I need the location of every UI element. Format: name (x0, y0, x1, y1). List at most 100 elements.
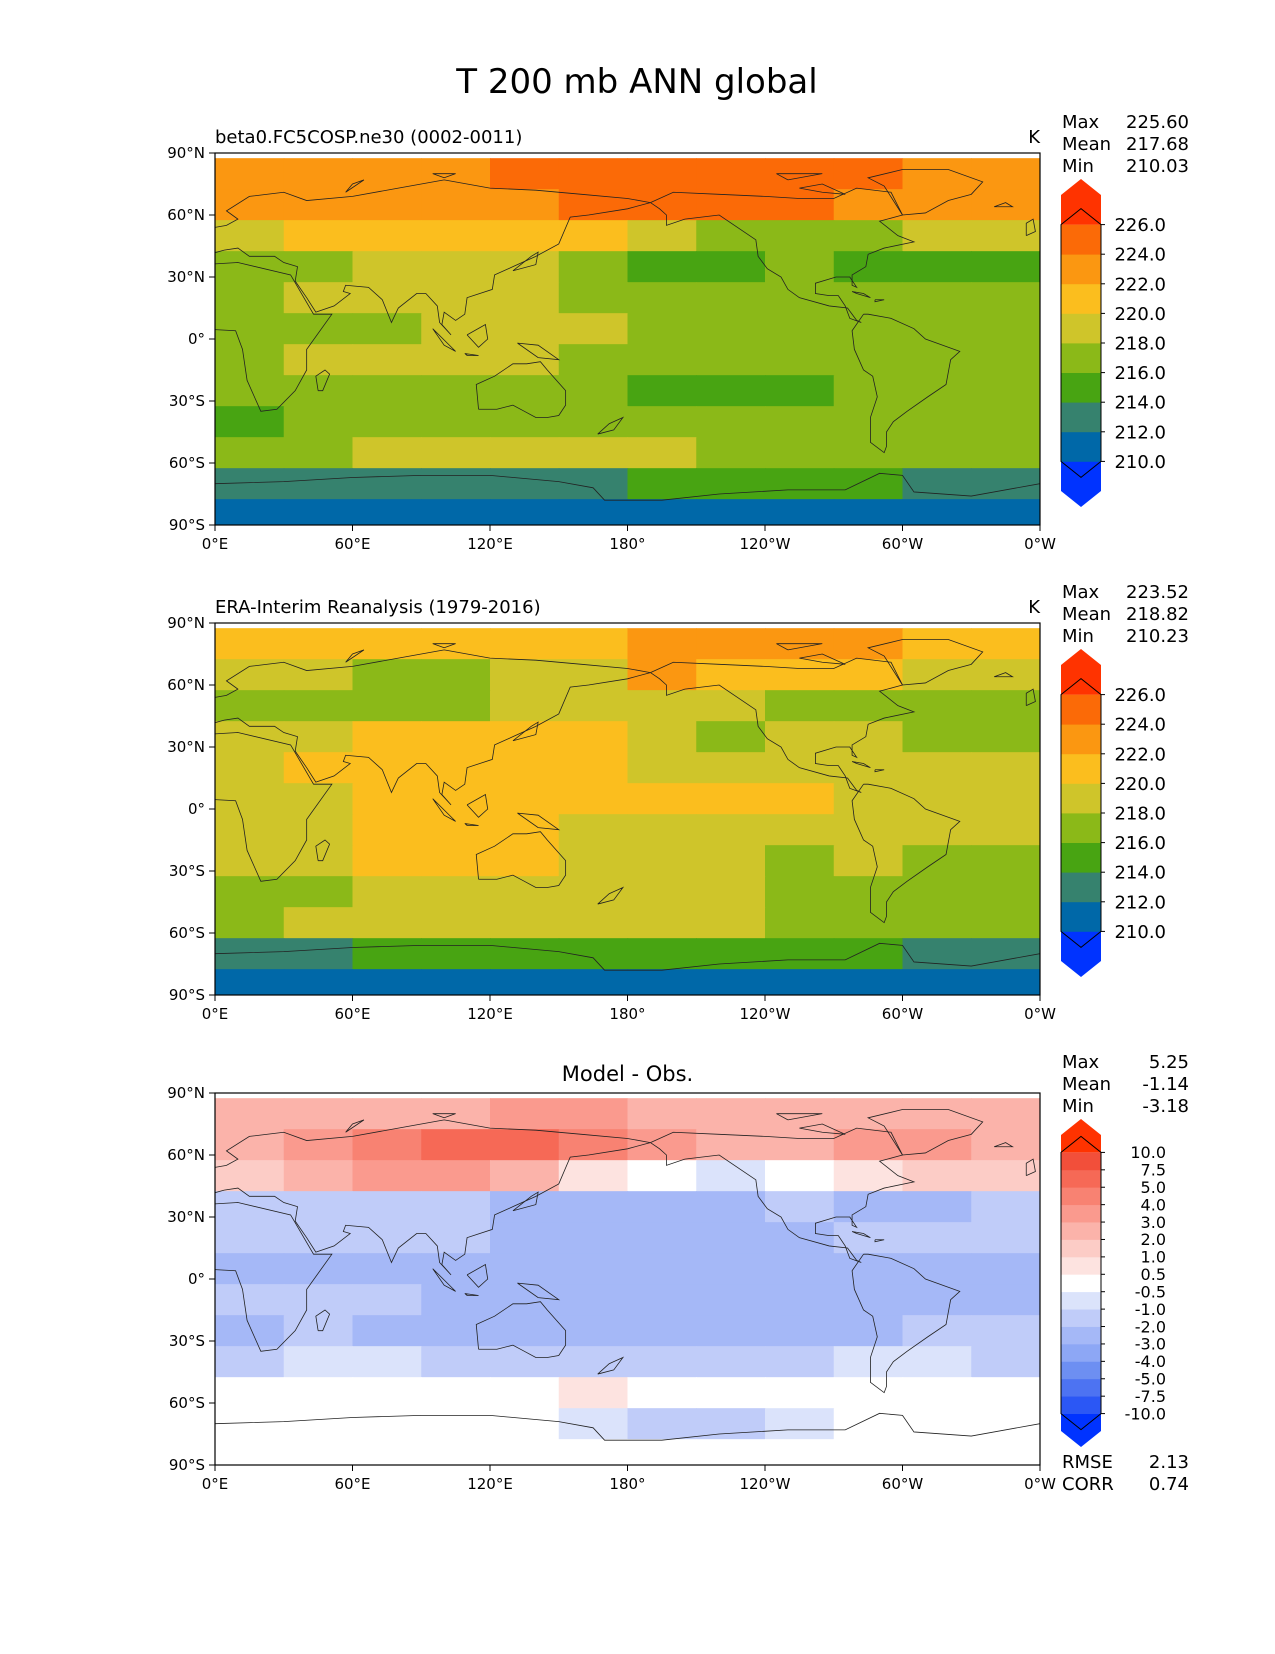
cell (627, 1346, 697, 1378)
colorbar-swatch (1061, 1152, 1101, 1171)
cell (627, 1160, 697, 1192)
cell (558, 158, 629, 190)
cell (215, 282, 285, 314)
cell (215, 1377, 285, 1409)
cell (558, 1346, 629, 1378)
cell (833, 938, 904, 970)
cell (283, 220, 354, 252)
cell (490, 406, 560, 438)
cell (283, 628, 354, 660)
cell (421, 1222, 491, 1254)
cell (627, 1408, 697, 1440)
cell (215, 1129, 285, 1161)
cell (971, 814, 1040, 846)
cell (352, 1098, 422, 1130)
cell (833, 1439, 904, 1465)
cell (490, 1284, 560, 1316)
colorbar-tick-label: 7.5 (1141, 1161, 1166, 1180)
cell (352, 721, 422, 753)
cell (421, 468, 491, 500)
cell (558, 690, 629, 722)
colorbar-tick-label: 5.0 (1141, 1178, 1166, 1197)
cell (902, 814, 972, 846)
cell (421, 721, 491, 753)
stat-label: Max (1062, 112, 1100, 133)
cell (833, 158, 904, 190)
y-tick-label: 0° (188, 800, 205, 818)
cell (627, 1315, 697, 1347)
cell (490, 814, 560, 846)
cell (352, 189, 422, 221)
cell (352, 313, 422, 345)
colorbar-tick-label: 224.0 (1114, 715, 1166, 736)
colorbar-swatch (1061, 1169, 1101, 1188)
cell (833, 907, 904, 939)
cell (627, 1098, 697, 1130)
cell (490, 375, 560, 407)
colorbar-tick-label: 212.0 (1114, 422, 1166, 443)
cell (627, 406, 697, 438)
figure-title: T 200 mb ANN global (455, 62, 817, 102)
cell (490, 690, 560, 722)
colorbar-swatch (1061, 783, 1101, 814)
cell (558, 1222, 629, 1254)
colorbar-tick-label: -7.5 (1135, 1387, 1166, 1406)
colorbar-tick-label: 3.0 (1141, 1213, 1166, 1232)
cell (765, 1284, 835, 1316)
cell (421, 659, 491, 691)
cell (490, 1346, 560, 1378)
units-label: K (1028, 597, 1041, 618)
cell (490, 1129, 560, 1161)
cell (971, 158, 1040, 190)
cell (283, 1129, 354, 1161)
colorbar: 210.0 212.0 214.0 216.0 218.0 220.0 222.0 224.0… (1060, 179, 1166, 507)
cell (696, 220, 766, 252)
cell (352, 468, 422, 500)
cell (215, 876, 285, 908)
cell (215, 783, 285, 815)
cell (421, 907, 491, 939)
cell (971, 907, 1040, 939)
colorbar-swatch (1061, 842, 1101, 873)
cell (352, 1253, 422, 1285)
cell (558, 1098, 629, 1130)
cell (352, 814, 422, 846)
cell (971, 752, 1040, 784)
x-tick-label: 0°E (202, 1005, 229, 1023)
cell (558, 814, 629, 846)
cell (971, 659, 1040, 691)
cell (352, 1315, 422, 1347)
cell (352, 628, 422, 660)
cell (421, 1191, 491, 1223)
cell (283, 313, 354, 345)
cell (215, 1346, 285, 1378)
cell (215, 628, 285, 660)
colorbar-swatch (1061, 402, 1101, 433)
cell (215, 1408, 285, 1440)
cell (833, 468, 904, 500)
cell (490, 876, 560, 908)
cell (627, 721, 697, 753)
cell (352, 845, 422, 877)
cell (558, 1253, 629, 1285)
cell (902, 845, 972, 877)
cell (490, 721, 560, 753)
cell (215, 752, 285, 784)
cell (902, 721, 972, 753)
x-tick-label: 0°E (202, 1475, 229, 1493)
cell (902, 1129, 972, 1161)
cell (421, 437, 491, 469)
colorbar-swatch (1061, 343, 1101, 373)
colorbar-swatch (1061, 1326, 1101, 1345)
y-tick-label: 30°N (167, 268, 205, 286)
colorbar-swatch (1061, 1222, 1101, 1240)
cell (833, 499, 904, 525)
cell (215, 437, 285, 469)
stat-label: Min (1062, 1096, 1094, 1117)
cell (627, 282, 697, 314)
colorbar-swatch (1061, 1343, 1101, 1362)
x-tick-label: 60°W (882, 1475, 924, 1493)
cell (902, 1253, 972, 1285)
stat-label: RMSE (1062, 1452, 1113, 1473)
cell (558, 313, 629, 345)
